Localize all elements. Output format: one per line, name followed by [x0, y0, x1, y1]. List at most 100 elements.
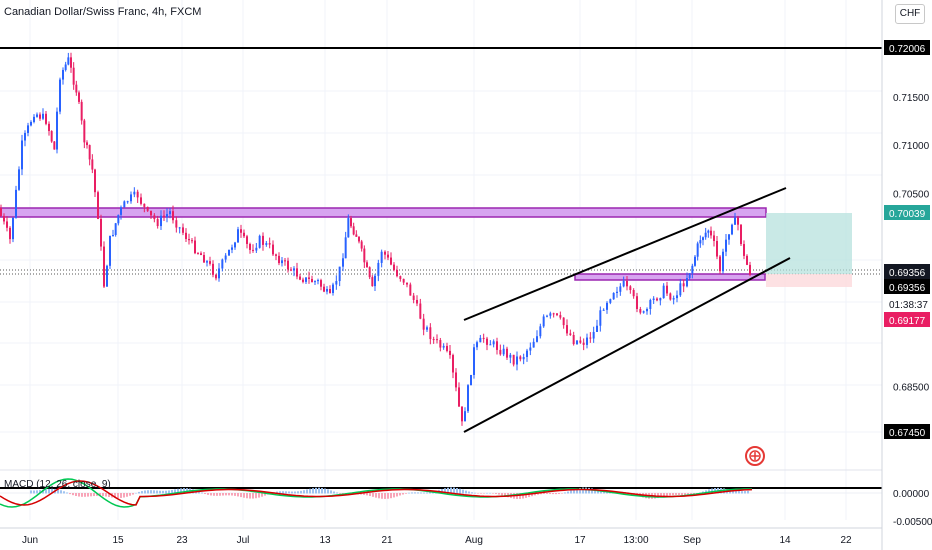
- candle-body: [526, 350, 528, 358]
- macd-histogram-bar: [468, 491, 470, 494]
- macd-legend: MACD (12, 26, close, 9): [4, 479, 111, 490]
- macd-histogram-bar: [75, 493, 77, 496]
- macd-histogram-bar: [486, 492, 488, 494]
- macd-histogram-bar: [687, 493, 689, 496]
- candle-body: [612, 292, 615, 300]
- macd-histogram-bar: [183, 488, 185, 494]
- candle-body: [556, 313, 558, 316]
- candle-body: [64, 64, 67, 70]
- candle-body: [169, 211, 171, 215]
- candle-body: [446, 345, 448, 351]
- level-label-bottom: 0.67450: [889, 428, 926, 439]
- candle-body: [182, 227, 184, 233]
- candle-body: [265, 243, 268, 245]
- candle-body: [656, 298, 658, 301]
- candle-body: [48, 123, 50, 132]
- alert-icon[interactable]: [745, 446, 765, 466]
- time-axis[interactable]: Jun 15 23 Jul 13 21 Aug 17 13:00 Sep 14 22: [0, 527, 882, 546]
- macd-histogram-bar: [537, 493, 539, 495]
- candle-body: [626, 280, 628, 287]
- macd-histogram-bar: [747, 490, 749, 494]
- candle-body: [143, 203, 146, 207]
- macd-histogram-bar: [555, 493, 557, 495]
- candle-body: [178, 227, 181, 229]
- candle-body: [363, 248, 366, 263]
- candle-body: [209, 261, 211, 264]
- macd-histogram-bar: [132, 493, 134, 495]
- candle-body: [609, 299, 612, 303]
- candle-body: [476, 342, 478, 348]
- candle-body: [646, 308, 648, 312]
- macd-histogram-bar: [252, 493, 254, 499]
- macd-histogram-bar: [312, 488, 314, 494]
- candle-body: [582, 342, 585, 345]
- macd-histogram-bar: [129, 493, 131, 496]
- time-tick-label: 22: [840, 535, 852, 546]
- candle-body: [436, 339, 438, 341]
- macd-histogram-bar: [462, 489, 464, 494]
- long-position-tool[interactable]: [766, 213, 852, 287]
- entry-price-label-bg: [884, 279, 930, 294]
- macd-histogram-bar: [378, 493, 380, 499]
- candle-body: [506, 348, 508, 358]
- macd-histogram-bar: [501, 493, 503, 496]
- macd-histogram-bar: [153, 490, 155, 494]
- macd-histogram-bar: [162, 490, 164, 494]
- candle-body: [719, 256, 721, 272]
- price-zones: [0, 207, 767, 281]
- macd-histogram-bar: [369, 493, 371, 497]
- macd-histogram-bar: [603, 491, 605, 494]
- resistance-zone: [0, 207, 767, 218]
- candle-body: [97, 192, 99, 219]
- macd-histogram-bar: [408, 492, 410, 494]
- candle-body: [639, 309, 642, 313]
- macd-histogram-bar: [99, 493, 101, 496]
- macd-histogram-bar: [294, 491, 296, 494]
- candle-body: [539, 326, 542, 337]
- candle-body: [412, 295, 415, 300]
- candle-body: [106, 265, 108, 287]
- candle-body: [191, 240, 193, 242]
- last-price-label: 0.69356: [889, 268, 926, 279]
- macd-histogram-bar: [60, 490, 62, 494]
- macd-histogram-bar: [744, 491, 746, 494]
- stop-price-label-bg: [884, 312, 930, 327]
- macd-histogram-bar: [180, 488, 182, 494]
- candle-body: [659, 298, 662, 301]
- candle-body: [302, 279, 304, 282]
- macd-histogram-bar: [663, 493, 665, 497]
- macd-histogram-bar: [711, 488, 713, 494]
- macd-histogram-bar: [57, 489, 59, 494]
- candle-body: [72, 67, 75, 85]
- candle-body: [586, 337, 588, 345]
- currency-button[interactable]: CHF: [895, 4, 925, 24]
- candle-body: [355, 234, 358, 237]
- candle-body: [45, 113, 47, 124]
- candle-body: [326, 289, 328, 292]
- macd-histogram-bar: [477, 493, 479, 494]
- support-zone: [574, 273, 766, 281]
- macd-histogram-bar: [126, 493, 128, 497]
- candle-body: [562, 317, 565, 326]
- macd-histogram-bar: [705, 490, 707, 494]
- candle-body: [323, 286, 325, 292]
- candle-body: [696, 243, 699, 257]
- price-axis[interactable]: 0.715000.710000.705000.695000.685000.680…: [881, 0, 932, 550]
- countdown-label-bg: [884, 296, 930, 311]
- macd-histogram-bar: [390, 493, 392, 499]
- candle-body: [352, 226, 355, 235]
- candle-body: [702, 237, 704, 241]
- candle-body: [258, 235, 261, 248]
- candle-body: [358, 236, 360, 242]
- candle-body: [406, 282, 408, 285]
- macd-histogram-bar: [363, 493, 365, 495]
- candle-body: [100, 218, 102, 247]
- alert-icon-inner: [749, 450, 761, 462]
- candle-body: [694, 256, 696, 266]
- macd-histogram-bar: [87, 493, 89, 497]
- macd-histogram-bar: [249, 493, 251, 499]
- macd-histogram-bar: [525, 493, 527, 498]
- trendlines[interactable]: [463, 187, 791, 433]
- candle-body: [224, 255, 227, 260]
